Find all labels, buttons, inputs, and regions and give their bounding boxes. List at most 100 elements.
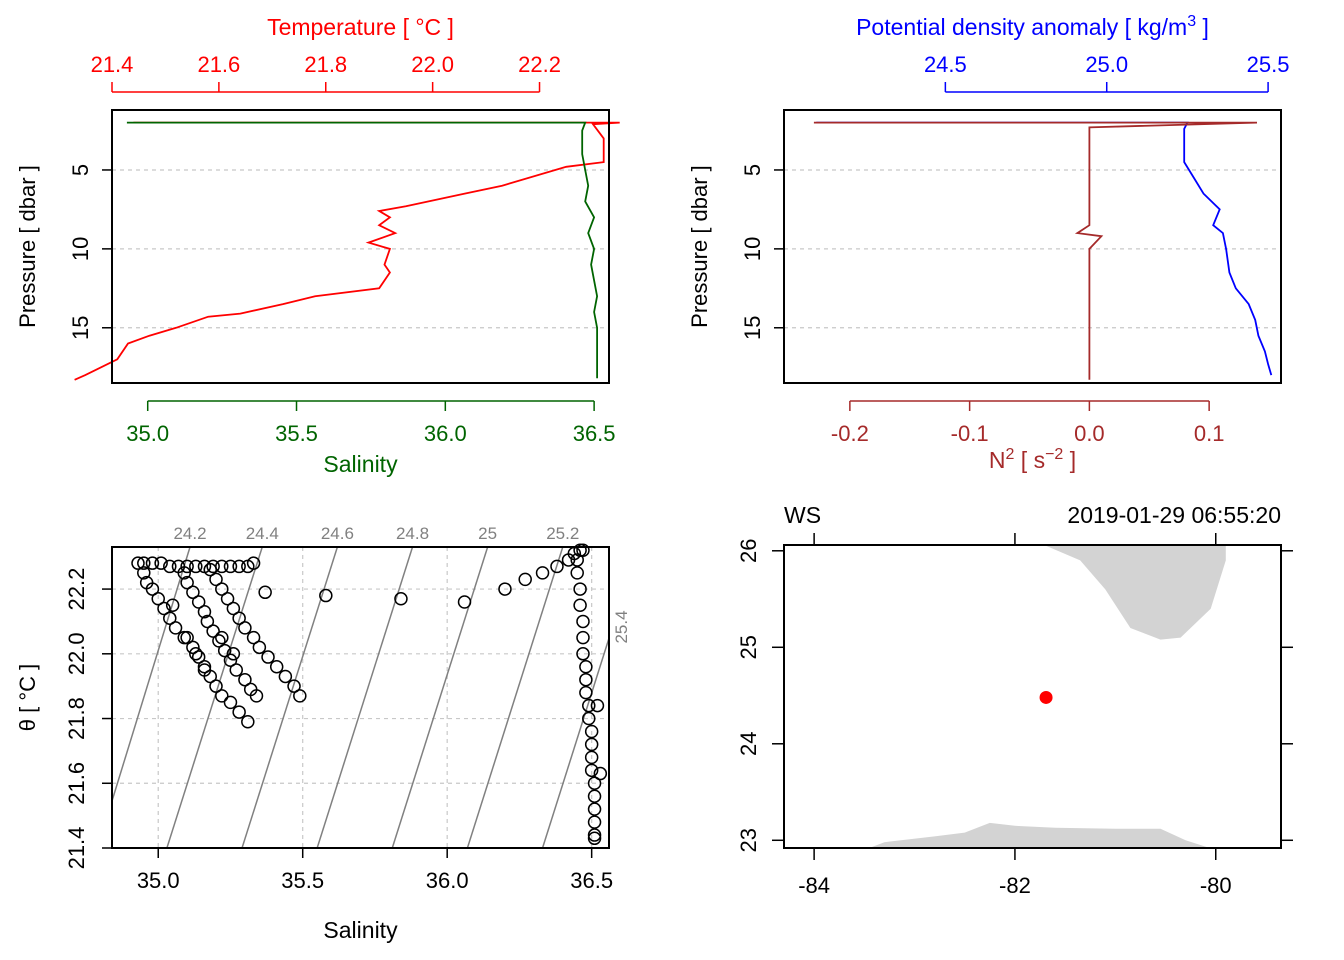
ts-point <box>570 553 584 567</box>
ts-point <box>587 828 602 842</box>
ts-point <box>145 556 160 570</box>
plot-frame <box>111 546 610 849</box>
ts-point <box>584 750 599 765</box>
isopycnal-label: 25 <box>478 524 497 543</box>
ts-point <box>518 572 532 587</box>
ts-point <box>576 630 590 645</box>
ts-point <box>197 663 212 677</box>
lon-tick-label: -80 <box>1200 873 1232 898</box>
ts-point <box>180 630 194 645</box>
y-axis-label: Pressure [ dbar ] <box>15 165 40 328</box>
ts-point <box>191 650 206 664</box>
ts-point <box>587 831 602 846</box>
ts-point <box>394 592 408 606</box>
ts-point <box>582 711 596 726</box>
x-tick-label: -0.1 <box>951 421 989 446</box>
ts-point <box>137 556 151 570</box>
map-title-right: 2019-01-29 06:55:20 <box>1067 502 1281 528</box>
ts-point <box>584 763 599 778</box>
isopycnal-label: 25.4 <box>612 610 631 643</box>
top-tick-label: 25.0 <box>1085 52 1128 77</box>
isopycnal-line <box>466 547 564 848</box>
x-tick-label: 35.0 <box>126 421 169 446</box>
ts-point <box>189 559 203 574</box>
ts-point <box>579 660 593 674</box>
y-tick-label: 22.0 <box>64 632 89 675</box>
station-marker <box>1039 690 1053 704</box>
ts-point <box>587 776 602 791</box>
temperature-profile-line <box>74 121 620 381</box>
ts-point <box>223 695 238 710</box>
top-tick-label: 22.0 <box>411 52 454 77</box>
y-tick-label: 15 <box>740 316 765 340</box>
x-tick-label: 0.1 <box>1194 421 1225 446</box>
ts-point <box>587 802 602 816</box>
ts-point <box>223 559 238 574</box>
ts-point <box>579 672 593 687</box>
ts-point <box>131 556 145 570</box>
ts-point <box>232 611 246 625</box>
ts-point <box>226 601 241 616</box>
isopycnal-label: 24.6 <box>321 524 354 543</box>
x-tick-label: 35.5 <box>281 868 324 893</box>
ts-point <box>576 543 590 557</box>
ts-point <box>587 789 602 803</box>
ts-point <box>573 582 587 596</box>
ts-point <box>579 685 593 700</box>
salinity-profile-line <box>126 121 599 379</box>
ts-point <box>535 566 550 580</box>
ts-point <box>258 585 272 600</box>
station-map-panel: -84 -82 -80 23 24 25 26 WS 2019-01-29 06:55:20 <box>736 502 1293 898</box>
plot-frame <box>783 109 1282 384</box>
x-tick-label: 0.0 <box>1074 421 1105 446</box>
ts-point <box>287 679 301 693</box>
ts-point <box>215 689 229 703</box>
y-tick-label: 15 <box>68 316 93 340</box>
y-axis-label: θ [ °C ] <box>15 664 40 731</box>
ts-point <box>590 698 605 713</box>
ts-point <box>165 598 180 613</box>
x-tick-label: 36.0 <box>424 421 467 446</box>
ts-point <box>241 715 255 729</box>
ts-point <box>269 660 284 674</box>
x-tick-label: -0.2 <box>831 421 869 446</box>
ts-point <box>191 595 206 609</box>
ts-point <box>186 640 200 655</box>
ts-points <box>131 543 608 846</box>
isopycnal-label: 25.2 <box>546 524 579 543</box>
ts-point <box>587 815 602 829</box>
ts-point <box>209 572 223 587</box>
map-frame <box>783 544 1282 849</box>
ts-point <box>252 640 267 655</box>
ts-point <box>229 663 243 677</box>
top-tick-label: 21.4 <box>91 52 134 77</box>
top-tick-label: 21.8 <box>304 52 347 77</box>
ts-point <box>238 621 252 635</box>
ts-point <box>293 689 307 703</box>
ts-point <box>177 566 191 580</box>
ts-point <box>163 611 177 625</box>
ts-point <box>212 634 226 648</box>
x-tick-label: 35.0 <box>137 868 180 893</box>
ts-point <box>246 630 261 645</box>
y-tick-label: 22.2 <box>64 568 89 611</box>
lon-tick-label: -84 <box>798 873 830 898</box>
ts-point <box>154 556 168 570</box>
ts-point <box>163 559 177 574</box>
ts-point <box>137 566 151 580</box>
x-tick-label: 36.5 <box>573 421 616 446</box>
temperature-salinity-profile-panel: 5 10 15 Pressure [ dbar ] 21.4 21.6 21.8 22.0 22… <box>15 14 620 477</box>
ts-point <box>180 559 194 574</box>
ts-point <box>246 556 261 570</box>
map-title-left: WS <box>784 502 821 528</box>
ts-point <box>584 724 599 739</box>
y-tick-label: 21.4 <box>64 827 89 870</box>
isopycnal-label: 24.4 <box>246 524 279 543</box>
lat-tick-label: 25 <box>736 635 761 659</box>
ts-point <box>238 672 252 687</box>
isopycnal-label: 24.2 <box>173 524 206 543</box>
ts-point <box>576 647 590 661</box>
top-axis-title: Temperature [ °C ] <box>267 14 454 40</box>
ts-point <box>203 562 217 577</box>
